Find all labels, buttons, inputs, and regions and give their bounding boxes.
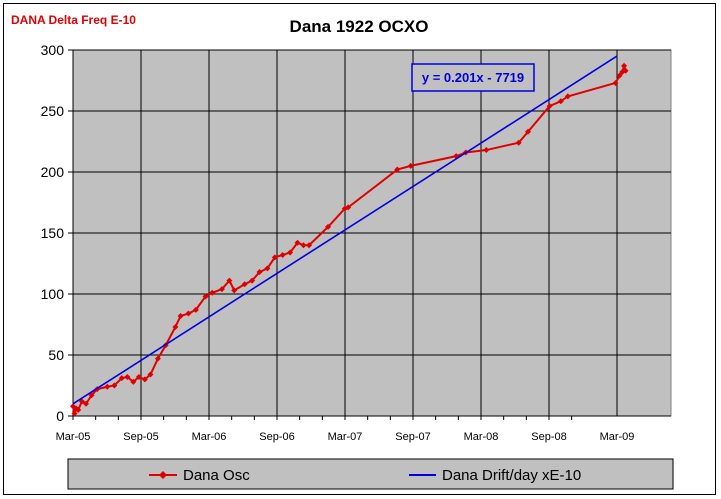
data-point xyxy=(218,286,225,293)
data-point xyxy=(71,410,78,417)
chart-svg: Dana 1922 OCXO 0 50 100 150 200 250 300 Mar-05 S… xyxy=(41,17,674,490)
x-tick-label: Sep-06 xyxy=(259,431,294,443)
trendline-equation-box xyxy=(411,63,535,92)
data-point xyxy=(202,293,209,300)
data-point xyxy=(231,287,238,294)
data-point xyxy=(111,382,118,389)
data-point xyxy=(124,373,131,380)
data-point xyxy=(325,223,332,230)
y-tick-label: 100 xyxy=(41,286,65,302)
data-point xyxy=(306,242,313,249)
x-tick-label: Sep-08 xyxy=(531,431,566,443)
data-point xyxy=(147,371,154,378)
x-tick-label: Sep-05 xyxy=(123,431,158,443)
legend-marker-dana-osc xyxy=(159,471,167,479)
data-point xyxy=(192,306,199,313)
data-point xyxy=(294,239,301,246)
data-point xyxy=(264,265,271,272)
data-point xyxy=(483,147,490,154)
y-tick-label: 200 xyxy=(41,164,65,180)
data-point xyxy=(209,289,216,296)
data-point xyxy=(300,242,307,249)
data-point xyxy=(154,355,161,362)
data-point xyxy=(130,378,137,385)
data-point xyxy=(546,103,553,110)
y-tick-label: 0 xyxy=(56,408,64,424)
data-point xyxy=(83,400,90,407)
x-tick-label: Mar-09 xyxy=(600,431,635,443)
x-tick-label: Mar-05 xyxy=(56,431,91,443)
sheet-label: DANA Delta Freq E-10 xyxy=(11,13,136,27)
x-tick-label: Mar-08 xyxy=(464,431,499,443)
data-point xyxy=(271,254,278,261)
data-point xyxy=(226,277,233,284)
data-point xyxy=(515,139,522,146)
data-point xyxy=(407,162,414,169)
y-tick-label: 150 xyxy=(41,225,65,241)
data-point xyxy=(118,375,125,382)
data-point xyxy=(622,67,629,74)
data-point xyxy=(185,310,192,317)
data-point xyxy=(621,62,628,69)
data-point xyxy=(135,373,142,380)
data-point xyxy=(75,406,82,413)
legend-label-dana-drift: Dana Drift/day xE-10 xyxy=(442,467,581,484)
data-point xyxy=(279,251,286,258)
y-tick-label: 300 xyxy=(41,42,65,58)
chart-area[interactable]: Dana 1922 OCXO 0 50 100 150 200 250 300 Mar-05 S… xyxy=(3,3,716,495)
series-line-dana-drift xyxy=(72,55,618,405)
data-point xyxy=(287,249,294,256)
x-tick-label: Sep-07 xyxy=(395,431,430,443)
trendline-equation: y = 0.201x - 7719 xyxy=(422,70,524,85)
data-point xyxy=(564,93,571,100)
legend-label-dana-osc: Dana Osc xyxy=(183,467,250,484)
data-point xyxy=(345,204,352,211)
data-point xyxy=(557,98,564,105)
x-tick-label: Mar-07 xyxy=(328,431,363,443)
chart-title: Dana 1922 OCXO xyxy=(290,17,429,36)
data-point xyxy=(141,376,148,383)
data-point xyxy=(525,128,532,135)
data-point xyxy=(241,281,248,288)
data-point xyxy=(256,269,263,276)
data-point xyxy=(177,312,184,319)
data-point xyxy=(612,79,619,86)
y-tick-label: 50 xyxy=(48,347,64,363)
data-point xyxy=(249,277,256,284)
data-point xyxy=(616,72,623,79)
y-tick-label: 250 xyxy=(41,103,65,119)
x-tick-label: Mar-06 xyxy=(192,431,227,443)
data-point xyxy=(172,323,179,330)
data-point xyxy=(104,383,111,390)
data-point xyxy=(394,166,401,173)
